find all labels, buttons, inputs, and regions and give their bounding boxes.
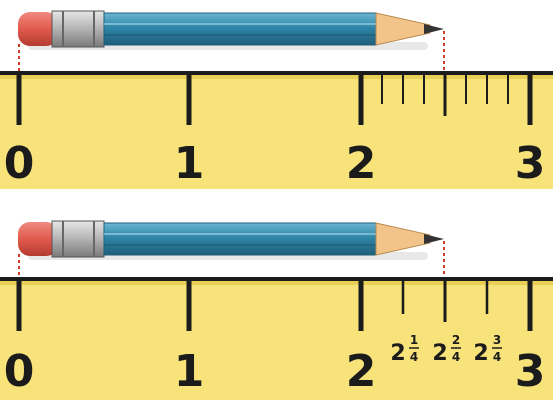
fraction-numerator: 1 — [410, 333, 418, 347]
fraction-whole: 2 — [432, 341, 447, 366]
ruler-edge-shade — [0, 279, 553, 285]
pencil-lead — [424, 234, 444, 244]
fraction-numerator: 3 — [493, 333, 501, 347]
fraction-denominator: 4 — [410, 350, 418, 364]
ruler-label-3: 3 — [515, 138, 546, 189]
fraction-label-2-2-4: 2 2 4 — [432, 333, 461, 366]
ruler-body — [0, 279, 553, 400]
bottom-pencil — [18, 220, 445, 280]
bottom-ruler: 0 1 2 3 2 1 4 2 2 4 2 3 4 — [0, 277, 553, 400]
eraser — [18, 222, 58, 256]
ruler-body — [0, 73, 553, 189]
fraction-label-2-3-4: 2 3 4 — [473, 333, 502, 366]
fraction-denominator: 4 — [452, 350, 460, 364]
pencil-body — [103, 12, 377, 46]
ruler-label-1: 1 — [174, 138, 205, 189]
ruler-label-3: 3 — [515, 346, 546, 397]
pencil-body — [103, 222, 377, 256]
fraction-numerator: 2 — [452, 333, 460, 347]
pencil-lead — [424, 24, 444, 34]
ruler-label-0: 0 — [4, 138, 35, 189]
top-panel: 0 1 2 3 — [0, 10, 553, 189]
top-pencil — [18, 10, 445, 74]
bottom-panel: 0 1 2 3 2 1 4 2 2 4 2 3 4 — [0, 220, 553, 400]
fraction-denominator: 4 — [493, 350, 501, 364]
ruler-label-1: 1 — [174, 346, 205, 397]
fraction-label-2-1-4: 2 1 4 — [390, 333, 419, 366]
fraction-whole: 2 — [473, 341, 488, 366]
pencil-wood — [375, 12, 431, 46]
top-ruler: 0 1 2 3 — [0, 71, 553, 189]
ferrule — [51, 220, 105, 258]
pencil-wood — [375, 222, 431, 256]
eraser — [18, 12, 58, 46]
ferrule — [51, 10, 105, 48]
ruler-edge-shade — [0, 73, 553, 79]
ruler-label-2: 2 — [346, 138, 377, 189]
ruler-label-0: 0 — [4, 346, 35, 397]
fraction-whole: 2 — [390, 341, 405, 366]
ruler-label-2: 2 — [346, 346, 377, 397]
